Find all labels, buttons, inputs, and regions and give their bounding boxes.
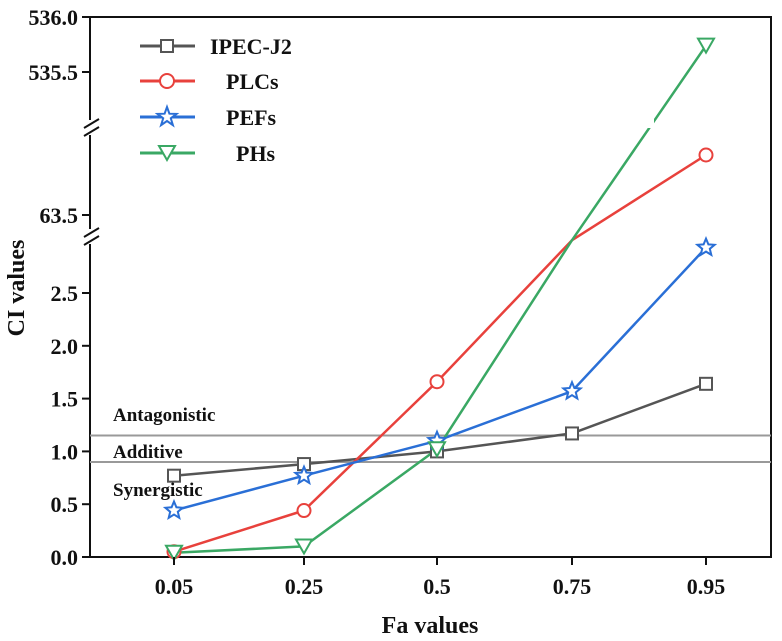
data-point-triangle-down [696,37,716,55]
data-point-triangle-down [164,544,184,562]
series-break-gap [640,118,654,128]
y-tick-label: 2.5 [51,281,79,306]
legend-star-icon [154,104,180,128]
data-point-circle [429,374,445,390]
y-axis-title: CI values [4,240,30,337]
axis-break-upper [83,118,100,137]
x-axis-title: Fa values [382,613,479,639]
data-point-circle [698,147,714,163]
y-tick-label: 535.5 [29,60,79,85]
region-label-antagonistic: Antagonistic [113,405,215,426]
x-tick-label: 0.25 [285,574,324,599]
x-tick-label: 0.75 [553,574,592,599]
legend-triangle-down-icon [157,145,177,163]
data-point-star [560,379,584,401]
series-line-plcs [173,153,707,553]
reference-lines [90,434,771,463]
y-tick-label: 536.0 [29,5,79,30]
legend-label-pefs: PEFs [226,105,277,130]
x-tick-label: 0.95 [687,574,726,599]
y-tick-label: 0.0 [51,545,79,570]
legend-item-pefs: PEFs [140,104,277,130]
axis-break-lower [83,227,100,246]
region-label-additive: Additive [113,442,183,463]
x-tick-label: 0.5 [423,574,451,599]
legend-item-plcs: PLCs [140,69,279,94]
data-point-square [167,468,181,483]
y-tick-label: 0.5 [51,492,79,517]
data-point-triangle-down [427,441,447,459]
data-point-star [292,464,316,486]
data-point-square [565,426,579,441]
data-point-triangle-down [294,538,314,556]
legend-label-phs: PHs [236,141,276,166]
y-tick-label: 1.5 [51,387,79,412]
data-point-circle [296,503,312,519]
legend-item-ipec-j2: IPEC-J2 [140,34,292,59]
legend-label-ipec-j2: IPEC-J2 [210,34,292,59]
data-point-star [694,235,718,258]
legend-item-phs: PHs [140,141,276,166]
data-point-square [699,376,713,391]
data-point-star [162,498,186,520]
legend-label-plcs: PLCs [226,69,279,94]
axis-layer: 0.0 0.5 1.0 1.5 2.0 2.5 63.5 535.5 536.0 0.05 0.25… [29,5,726,599]
region-label-synergistic: Synergistic [113,480,203,501]
legend: IPEC-J2 PLCs PEFs PHs [140,34,292,166]
x-tick-label: 0.05 [155,574,194,599]
y-tick-label: 63.5 [40,203,79,228]
legend-circle-icon [159,73,175,89]
plot-frame [89,16,772,558]
marker-layer [162,37,718,562]
legend-square-icon [160,39,174,53]
y-tick-label: 2.0 [51,334,79,359]
y-tick-label: 1.0 [51,439,79,464]
